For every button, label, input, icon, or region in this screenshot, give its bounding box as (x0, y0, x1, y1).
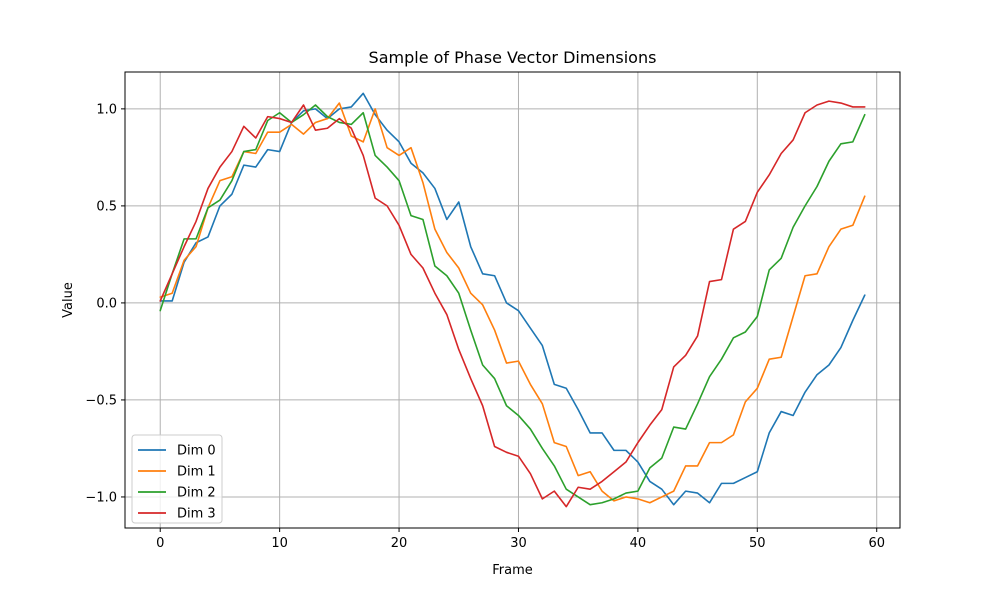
series-line-dim-2 (159, 104, 866, 506)
y-tick-label: −1.0 (85, 490, 117, 505)
x-tick-label: 0 (156, 536, 164, 551)
legend-label-dim-2: Dim 2 (177, 486, 216, 501)
legend-label-dim-0: Dim 0 (177, 444, 216, 459)
x-tick-label: 40 (630, 536, 647, 551)
legend-label-dim-1: Dim 1 (177, 465, 216, 480)
x-tick-label: 60 (868, 536, 885, 551)
y-tick-label: 1.0 (96, 102, 117, 117)
grid (125, 72, 900, 528)
chart-title: Sample of Phase Vector Dimensions (369, 48, 657, 67)
plot-background (125, 72, 900, 528)
ticks: 0 10 20 30 40 50 60 −1.0 −0.5 0.0 0.5 1.0 (85, 102, 885, 551)
series-group (159, 92, 866, 508)
x-tick-label: 50 (749, 536, 766, 551)
series-line-dim-0 (159, 92, 866, 506)
y-tick-label: 0.5 (96, 199, 117, 214)
legend: Dim 0 Dim 1 Dim 2 Dim 3 (131, 434, 223, 524)
y-axis-label: Value (61, 282, 76, 318)
x-axis-label: Frame (492, 563, 533, 578)
plot-frame (124, 71, 901, 529)
x-tick-label: 20 (391, 536, 408, 551)
series-line-dim-3 (159, 100, 866, 508)
legend-label-dim-3: Dim 3 (177, 507, 216, 522)
y-tick-label: −0.5 (85, 393, 117, 408)
x-tick-label: 10 (271, 536, 288, 551)
series-line-dim-1 (159, 102, 866, 504)
x-tick-label: 30 (510, 536, 527, 551)
legend-box (131, 434, 223, 524)
y-tick-label: 0.0 (96, 296, 117, 311)
